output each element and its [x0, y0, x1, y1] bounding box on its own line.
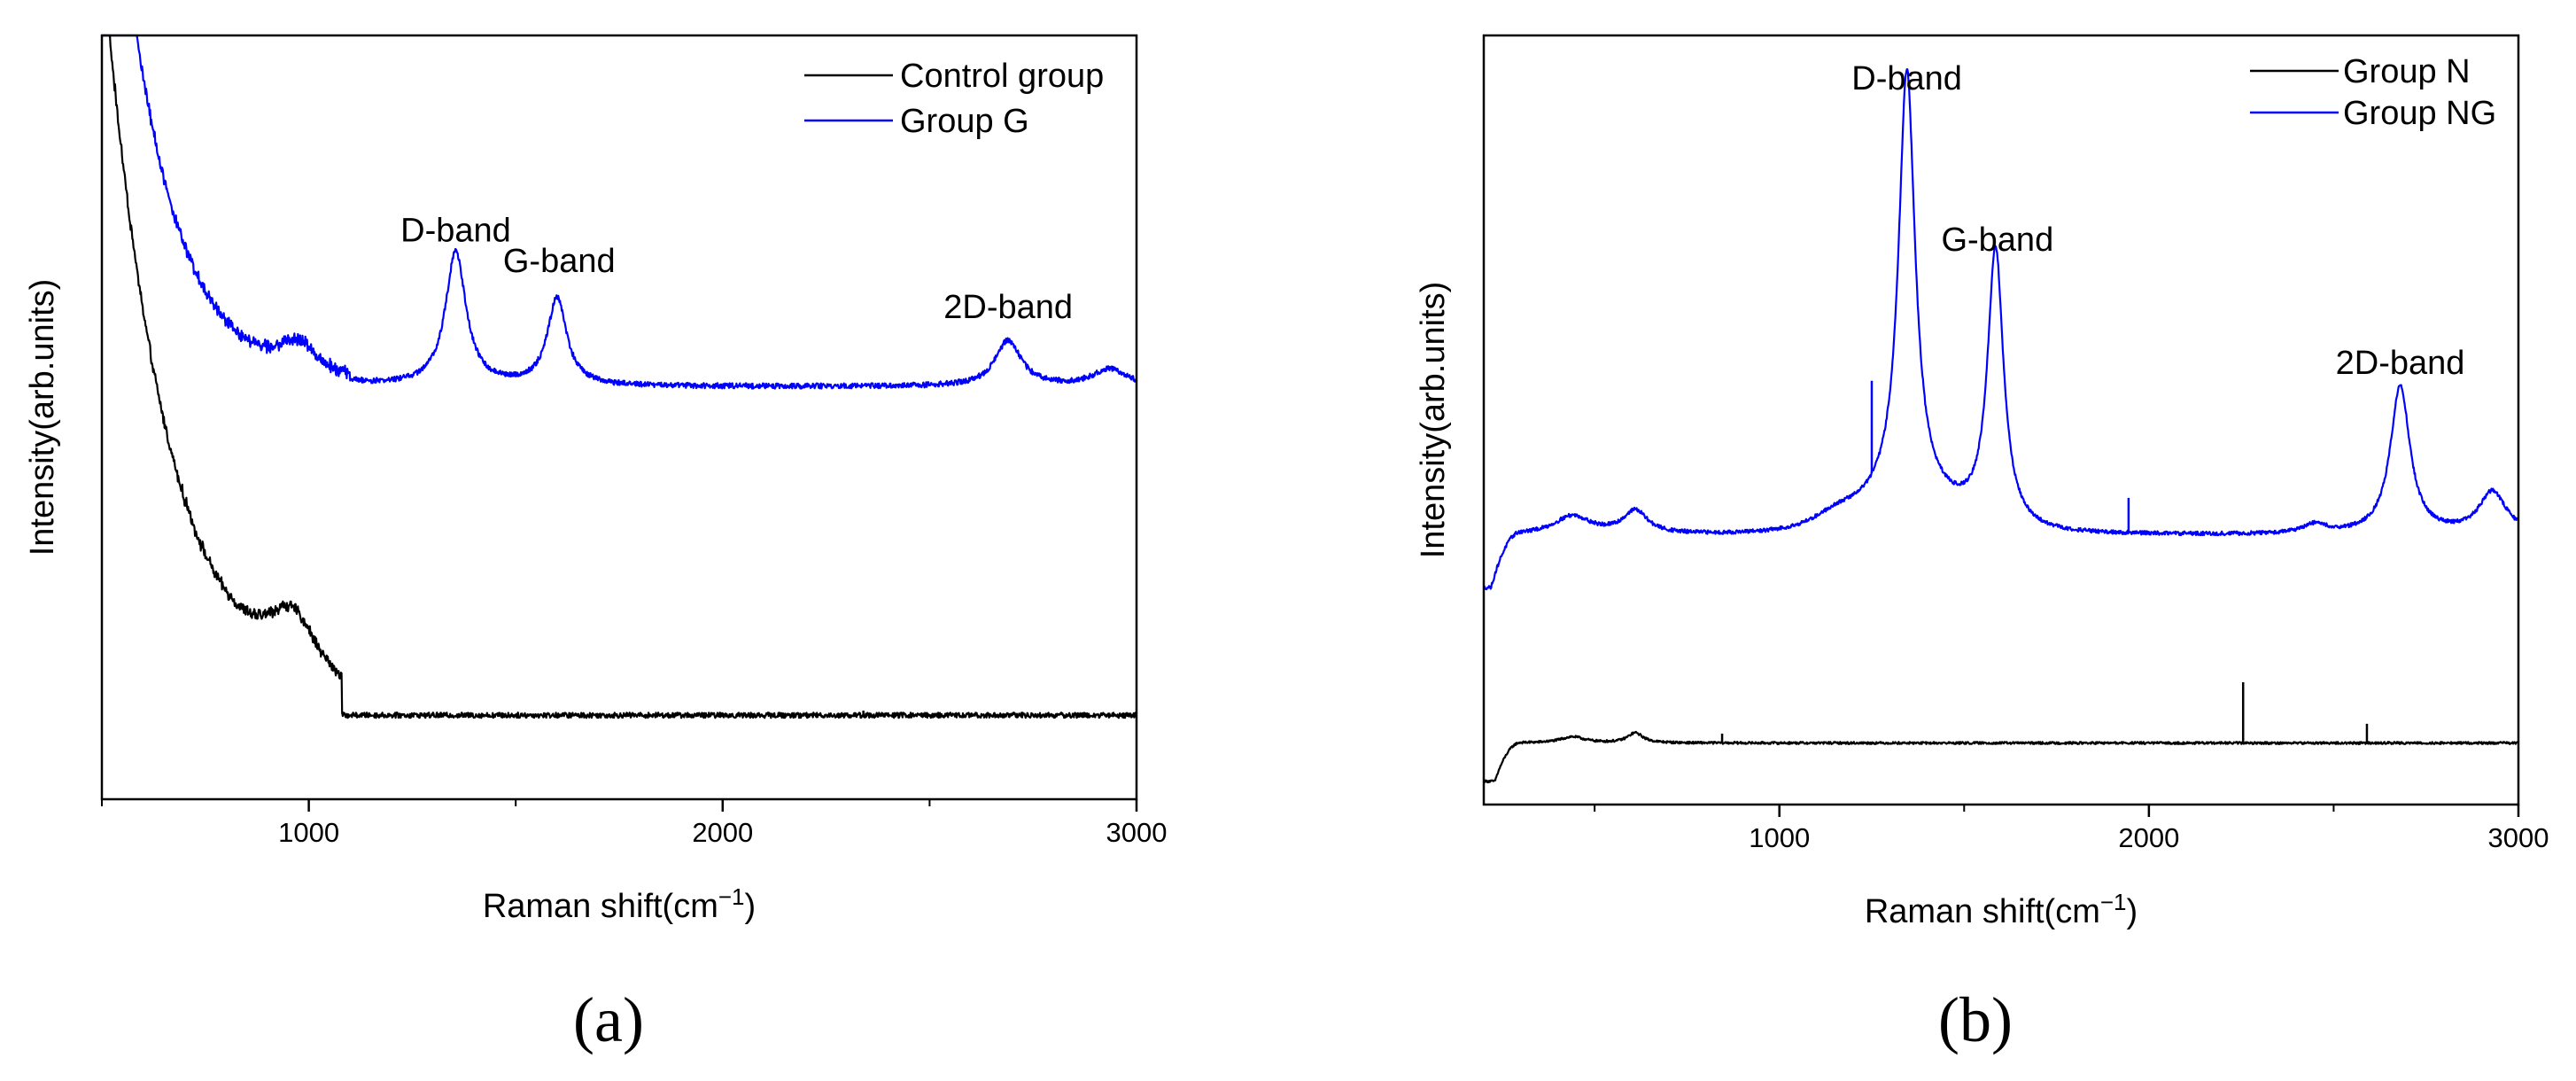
chart-panel-b: 1000 2000 3000 D-band G-band 2D-band Group N…: [1415, 34, 2549, 1055]
x-axis-title-b: Raman shift(cm−1): [1865, 889, 2138, 930]
annotation-d-band: D-band: [1851, 60, 1962, 97]
annotation-g-band: G-band: [1941, 222, 2053, 259]
legend-label-group-g: Group G: [900, 103, 1029, 140]
series-line-group-n: [1482, 730, 2519, 784]
x-ticks-b: 1000 2000 3000: [1594, 805, 2549, 853]
annotation-d-band: D-band: [400, 213, 511, 250]
legend-b: Group N Group NG: [2250, 53, 2496, 132]
annotation-2d-band: 2D-band: [2336, 345, 2465, 382]
panel-label-a: (a): [573, 984, 644, 1055]
series-line-group-ng: [1483, 67, 2519, 591]
plot-frame-a: [100, 34, 1138, 801]
series-line-control-group: [101, 34, 1137, 719]
annotation-2d-band: 2D-band: [943, 289, 1073, 326]
legend-label-group-n: Group N: [2343, 53, 2471, 90]
x-axis-title-a: Raman shift(cm−1): [483, 883, 756, 925]
annotation-g-band: G-band: [503, 243, 616, 280]
x-tick-label: 3000: [2488, 822, 2549, 853]
x-tick-label: 3000: [1106, 817, 1168, 848]
x-ticks-a: 1000 2000 3000: [101, 799, 1168, 848]
x-tick-label: 1000: [278, 817, 339, 848]
legend-a: Control group Group G: [804, 58, 1104, 140]
y-axis-title-a: Intensity(arb.units): [24, 279, 61, 556]
legend-label-group-ng: Group NG: [2343, 95, 2496, 132]
plot-lines-a: [101, 34, 1138, 719]
series-line-group-g: [101, 34, 1138, 390]
annotations-b: D-band G-band 2D-band: [1851, 60, 2464, 382]
plot-frame-b: [1482, 34, 2520, 806]
y-axis-title-b: Intensity(arb.units): [1415, 282, 1452, 559]
panel-label-b: (b): [1938, 984, 2013, 1055]
x-tick-label: 2000: [692, 817, 753, 848]
plot-lines-b: [1482, 67, 2519, 784]
x-tick-label: 2000: [2118, 822, 2179, 853]
x-tick-label: 1000: [1749, 822, 1810, 853]
legend-label-control-group: Control group: [900, 58, 1104, 95]
